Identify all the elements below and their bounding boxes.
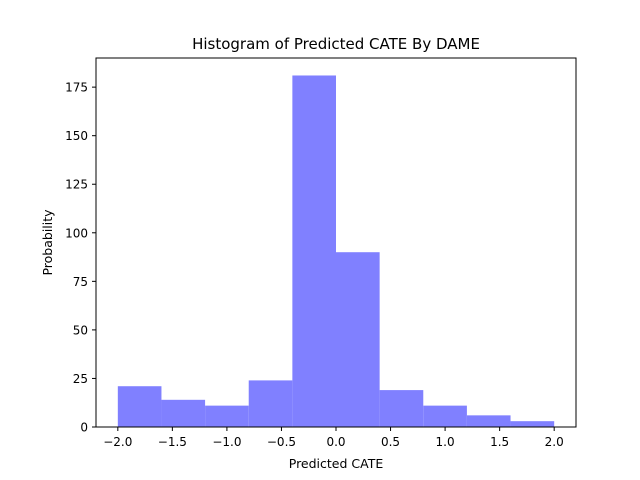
histogram-bar xyxy=(510,421,555,427)
histogram-bar xyxy=(248,380,293,427)
x-axis-ticks: −2.0 −1.5 −1.0 −0.5 0.0 0.5 1.0 1.5 2.0 xyxy=(103,427,564,449)
y-tick-label: 125 xyxy=(65,178,88,192)
y-tick-label: 150 xyxy=(65,129,88,143)
x-tick-label: 2.0 xyxy=(545,435,564,449)
histogram-bar xyxy=(161,399,206,427)
x-tick-label: −0.5 xyxy=(267,435,296,449)
histogram-bar xyxy=(466,415,511,427)
histogram-bar xyxy=(292,75,336,428)
y-tick-label: 0 xyxy=(80,421,88,435)
x-tick-label: 0.5 xyxy=(381,435,400,449)
histogram-bar xyxy=(205,405,249,427)
y-tick-label: 75 xyxy=(73,275,88,289)
y-axis-label: Probability xyxy=(40,209,55,276)
histogram-bar xyxy=(423,405,467,427)
x-tick-label: −1.5 xyxy=(158,435,187,449)
y-tick-label: 25 xyxy=(73,372,88,386)
y-tick-label: 175 xyxy=(65,81,88,95)
x-axis-label: Predicted CATE xyxy=(289,456,384,471)
x-tick-label: 1.5 xyxy=(490,435,509,449)
y-tick-label: 100 xyxy=(65,226,88,240)
histogram-bar xyxy=(336,252,380,427)
x-tick-label: 1.0 xyxy=(436,435,455,449)
x-tick-label: −2.0 xyxy=(103,435,132,449)
x-tick-label: 0.0 xyxy=(326,435,345,449)
bars-group xyxy=(117,75,555,428)
y-tick-label: 50 xyxy=(73,323,88,337)
x-tick-label: −1.0 xyxy=(212,435,241,449)
histogram-bar xyxy=(379,390,424,427)
histogram-bar xyxy=(117,386,162,427)
chart-title: Histogram of Predicted CATE By DAME xyxy=(192,35,480,53)
y-axis-ticks: 0 25 50 75 100 125 150 175 xyxy=(65,81,96,435)
